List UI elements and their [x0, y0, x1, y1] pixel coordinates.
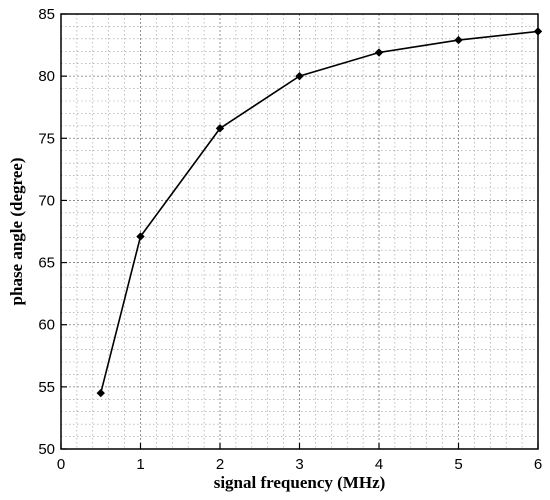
y-tick-label: 80: [38, 68, 55, 85]
y-tick-label: 85: [38, 6, 55, 23]
y-tick-label: 55: [38, 379, 55, 396]
y-tick-label: 70: [38, 192, 55, 209]
data-point-marker: [374, 48, 384, 57]
y-tick-label: 65: [38, 255, 55, 272]
y-tick-label: 50: [38, 441, 55, 458]
y-axis-title: phase angle (degree): [7, 158, 26, 306]
x-tick-label: 0: [57, 456, 65, 473]
y-tick-label: 75: [38, 130, 55, 147]
data-point-marker: [136, 232, 145, 241]
y-tick-label: 60: [38, 317, 55, 334]
plot-frame: [60, 13, 539, 450]
x-axis-title: signal frequency (MHz): [214, 473, 386, 492]
data-point-marker: [96, 388, 105, 398]
data-point-marker: [454, 35, 463, 45]
y-axis: 50 55 60 65 70 75 80 85: [38, 6, 67, 458]
data-series: [96, 27, 543, 398]
x-tick-label: 4: [375, 456, 383, 473]
x-tick-label: 1: [136, 456, 144, 473]
series-line: [99, 30, 539, 394]
data-point-marker: [295, 71, 304, 81]
x-tick-label: 6: [534, 456, 542, 473]
data-point-marker: [215, 124, 225, 133]
x-tick-label: 3: [295, 456, 303, 473]
grid: [61, 14, 538, 449]
x-tick-label: 2: [216, 456, 224, 473]
x-tick-label: 5: [454, 456, 462, 473]
x-axis: 0 1 2 3 4 5 6: [57, 443, 542, 473]
